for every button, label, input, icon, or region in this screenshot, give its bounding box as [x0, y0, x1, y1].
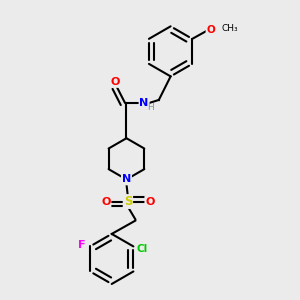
Text: S: S — [124, 195, 132, 208]
Text: CH₃: CH₃ — [222, 24, 238, 33]
Text: H: H — [147, 103, 154, 112]
Text: O: O — [111, 77, 120, 87]
Text: Cl: Cl — [136, 244, 148, 254]
Text: O: O — [145, 196, 155, 206]
Text: N: N — [122, 174, 131, 184]
Text: O: O — [101, 196, 110, 206]
Text: F: F — [78, 240, 85, 250]
Text: O: O — [206, 25, 215, 35]
Text: N: N — [140, 98, 149, 108]
